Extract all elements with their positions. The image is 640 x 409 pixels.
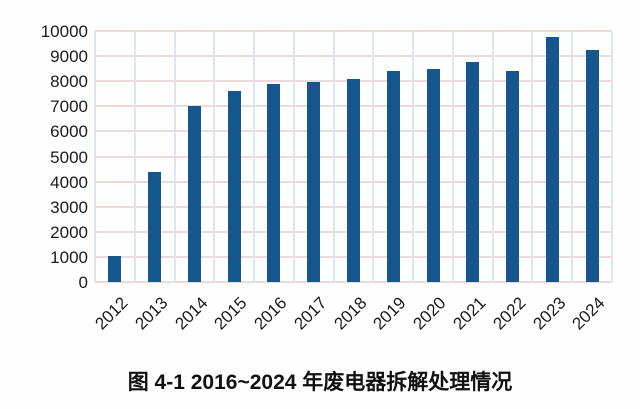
x-tick-label-2015: 2015 xyxy=(210,293,251,334)
x-tick-label-2020: 2020 xyxy=(409,293,450,334)
x-tick-label-2012: 2012 xyxy=(91,293,132,334)
x-tick-label-2022: 2022 xyxy=(489,293,530,334)
x-tick-label-2024: 2024 xyxy=(568,293,609,334)
v-gridline-6 xyxy=(332,31,335,282)
bar-2012 xyxy=(108,255,122,282)
h-gridline-0 xyxy=(95,281,612,283)
bar-2013 xyxy=(148,171,162,282)
v-gridline-9 xyxy=(451,31,454,282)
x-tick-label-2019: 2019 xyxy=(369,293,410,334)
v-gridline-4 xyxy=(253,31,256,282)
chart-caption: 图 4-1 2016~2024 年废电器拆解处理情况 xyxy=(127,371,513,394)
y-tick-label-9000: 9000 xyxy=(50,47,88,67)
y-tick-label-0: 0 xyxy=(78,273,88,292)
v-gridline-7 xyxy=(372,31,375,282)
plot-area xyxy=(94,30,613,283)
x-tick-label-2014: 2014 xyxy=(170,293,212,334)
x-tick-label-2021: 2021 xyxy=(449,293,490,334)
bar-2016 xyxy=(267,83,281,282)
bar-2020 xyxy=(426,68,440,282)
y-tick-label-1000: 1000 xyxy=(50,247,88,267)
v-gridline-12 xyxy=(571,31,574,282)
v-gridline-0 xyxy=(94,31,96,282)
bar-2019 xyxy=(386,71,400,282)
bar-2024 xyxy=(585,49,599,282)
v-gridline-5 xyxy=(292,31,295,282)
v-gridline-8 xyxy=(412,31,415,282)
y-tick-label-2000: 2000 xyxy=(50,222,88,242)
v-gridline-1 xyxy=(133,31,136,282)
y-tick-label-5000: 5000 xyxy=(50,147,88,167)
bar-2015 xyxy=(227,91,241,282)
y-tick-label-8000: 8000 xyxy=(50,72,88,92)
v-gridline-11 xyxy=(531,31,534,282)
bar-2022 xyxy=(506,71,520,282)
x-tick-label-2013: 2013 xyxy=(131,293,172,334)
h-gridline-10000 xyxy=(95,30,612,32)
v-gridline-3 xyxy=(213,31,216,282)
v-gridline-2 xyxy=(173,31,176,282)
y-tick-label-7000: 7000 xyxy=(50,97,88,117)
bar-2014 xyxy=(187,106,201,282)
bar-2023 xyxy=(545,37,559,282)
bar-2017 xyxy=(307,82,321,282)
y-tick-label-4000: 4000 xyxy=(50,172,88,192)
x-tick-label-2023: 2023 xyxy=(528,293,570,334)
y-tick-label-10000: 10000 xyxy=(40,22,88,41)
x-tick-label-2018: 2018 xyxy=(330,293,371,334)
v-gridline-10 xyxy=(491,31,494,282)
v-gridline-13 xyxy=(611,31,613,282)
bar-2018 xyxy=(347,78,360,282)
x-tick-label-2017: 2017 xyxy=(290,293,331,334)
y-tick-label-6000: 6000 xyxy=(50,122,88,142)
h-gridline-9000 xyxy=(95,55,612,58)
y-tick-label-3000: 3000 xyxy=(50,197,88,217)
x-tick-label-2016: 2016 xyxy=(250,293,291,334)
bar-2021 xyxy=(466,62,480,282)
